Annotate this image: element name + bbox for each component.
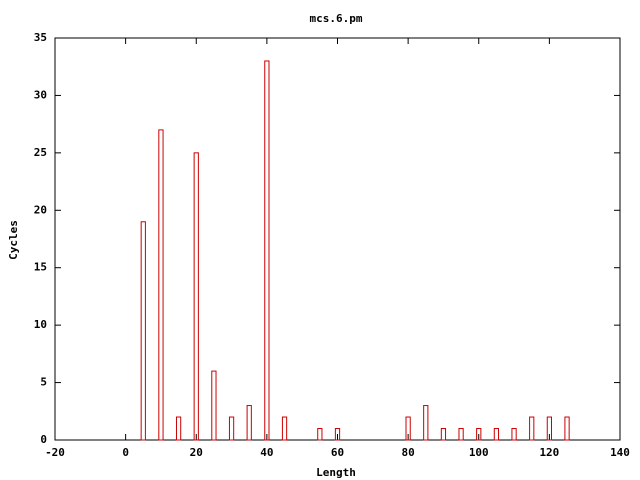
bar: [476, 428, 482, 441]
bar: [193, 152, 199, 441]
bar: [317, 428, 323, 441]
x-tick-label: 20: [190, 446, 203, 459]
y-axis-label: Cycles: [7, 220, 20, 260]
x-axis-label: Length: [316, 466, 356, 479]
x-tick-label: 140: [610, 446, 630, 459]
bar: [281, 416, 288, 441]
x-tick-label: 40: [260, 446, 273, 459]
bar: [264, 60, 270, 441]
bar: [511, 428, 517, 441]
bar: [140, 221, 146, 441]
bar: [440, 428, 447, 441]
chart-title: mcs.6.pm: [310, 12, 363, 25]
bar: [458, 428, 464, 441]
y-tick-label: 20: [34, 203, 47, 216]
y-tick-label: 30: [34, 88, 47, 101]
x-tick-label: 60: [331, 446, 344, 459]
y-tick-label: 15: [34, 261, 47, 274]
bar: [158, 129, 164, 441]
bar: [334, 428, 341, 441]
x-tick-label: 80: [402, 446, 415, 459]
bar: [175, 416, 182, 441]
y-tick-label: 35: [34, 31, 47, 44]
y-tick-label: 5: [40, 376, 47, 389]
x-tick-label: 120: [539, 446, 559, 459]
y-tick-label: 10: [34, 318, 47, 331]
bar: [228, 416, 235, 441]
bar: [493, 428, 500, 441]
x-tick-label: 100: [469, 446, 489, 459]
bar: [211, 370, 217, 441]
y-tick-label: 25: [34, 146, 47, 159]
bar: [546, 416, 552, 441]
x-tick-label: 0: [122, 446, 129, 459]
bar: [564, 416, 570, 441]
bar: [529, 416, 535, 441]
x-tick-label: -20: [45, 446, 65, 459]
y-tick-label: 0: [40, 433, 47, 446]
bar: [246, 405, 252, 441]
bar: [405, 416, 411, 441]
bar: [423, 405, 429, 441]
plot-frame: [54, 37, 621, 441]
